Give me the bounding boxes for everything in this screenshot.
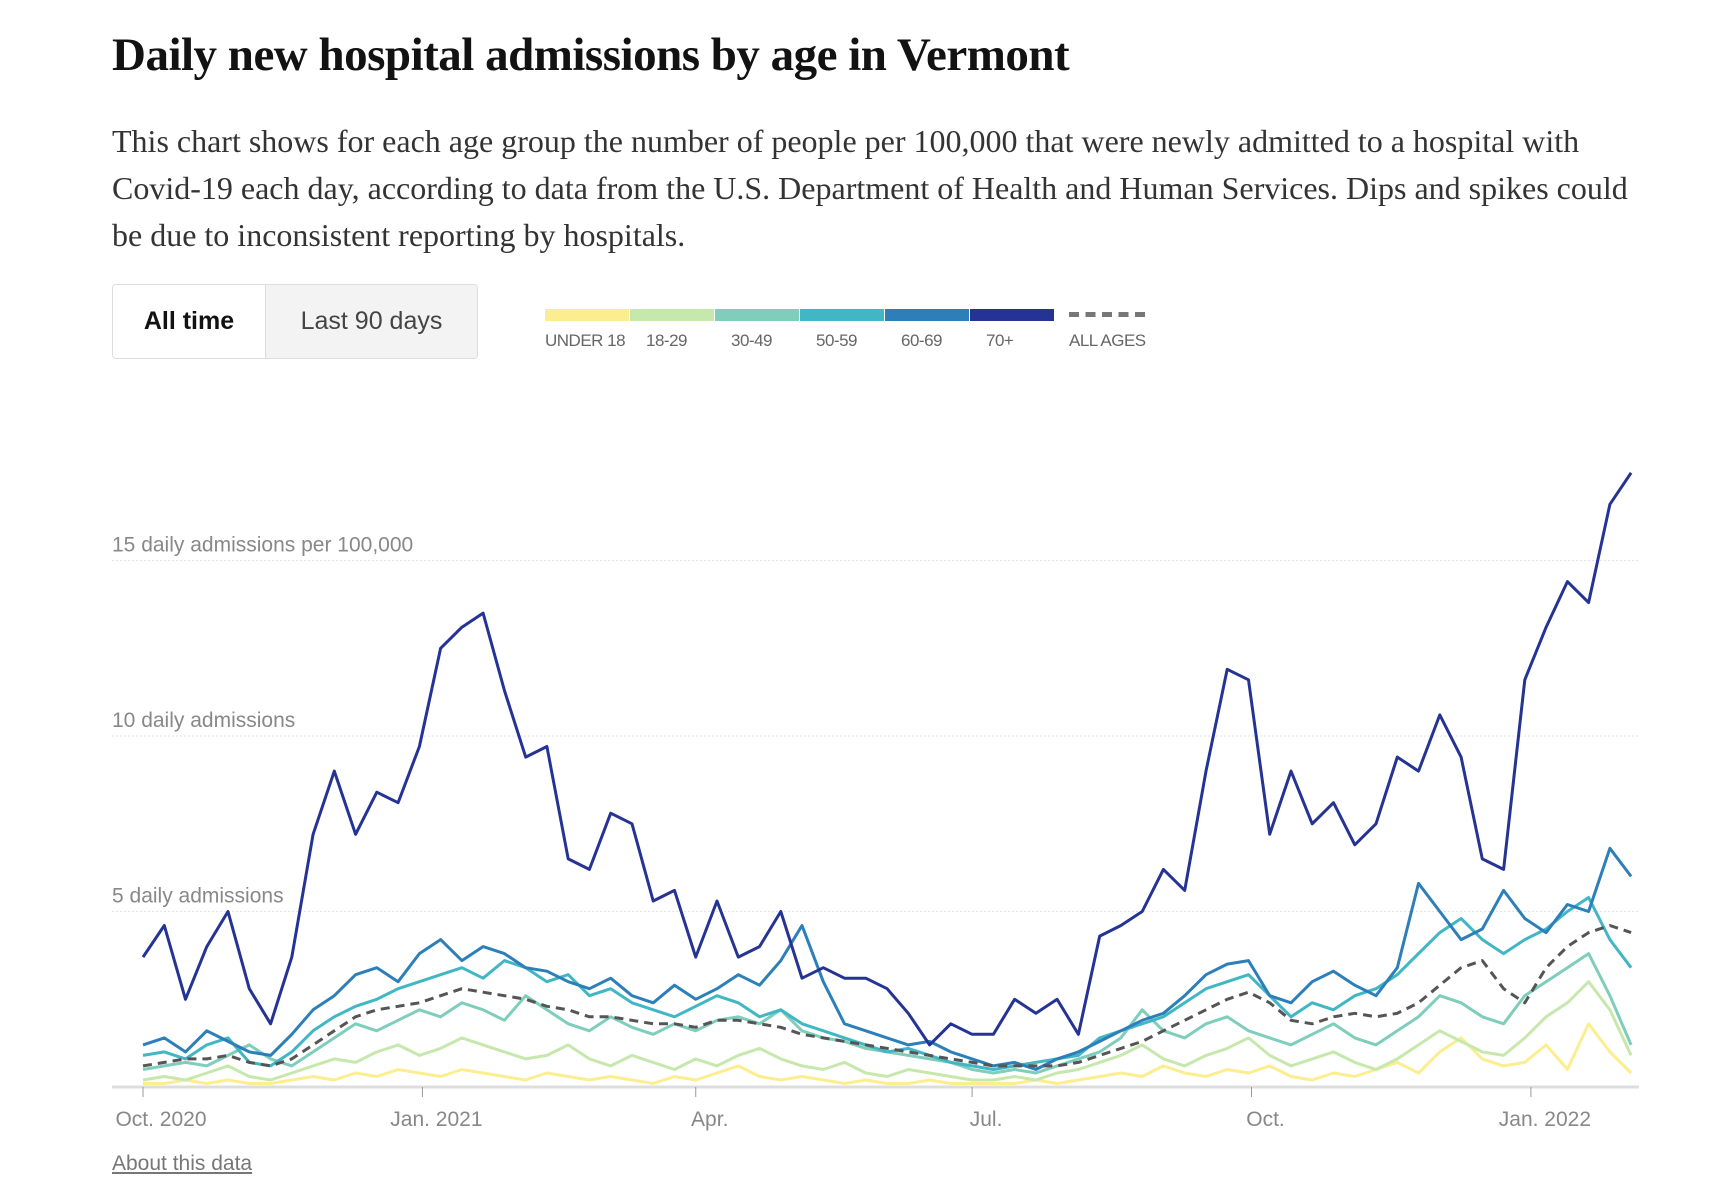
legend-swatch — [970, 309, 1054, 321]
series-line-70- — [141, 471, 1633, 1047]
legend-label: 50-59 — [816, 331, 857, 350]
legend-item-18-29: 18-29 — [630, 309, 714, 351]
legend-swatch — [1069, 312, 1145, 317]
series-line-18-29 — [142, 980, 1633, 1082]
legend-swatch — [885, 309, 969, 321]
legend-swatch — [630, 309, 714, 321]
time-range-toggle: All time Last 90 days — [112, 284, 478, 359]
legend-label: 18-29 — [646, 331, 687, 350]
x-tick-label: Jan. 2021 — [390, 1108, 482, 1131]
legend-item-60-69: 60-69 — [885, 309, 969, 351]
series-line-60-69 — [142, 846, 1633, 1071]
x-tick-label: Oct. 2020 — [115, 1108, 206, 1131]
about-this-data-link[interactable]: About this data — [112, 1152, 253, 1175]
legend-item-50-59: 50-59 — [800, 309, 884, 351]
legend: UNDER 18 18-29 30-49 50-59 60-69 70+ ALL AGES — [545, 309, 1154, 351]
legend-label: 60-69 — [901, 331, 942, 350]
y-tick-label: 10 daily admissions — [112, 709, 295, 732]
legend-item-30-49: 30-49 — [715, 309, 799, 351]
all-time-button[interactable]: All time — [113, 285, 266, 358]
legend-label: 70+ — [986, 331, 1014, 350]
legend-item-70-: 70+ — [970, 309, 1054, 351]
last-90-days-button[interactable]: Last 90 days — [266, 285, 477, 358]
x-tick-label: Apr. — [691, 1108, 728, 1131]
legend-label: 30-49 — [731, 331, 772, 350]
legend-swatch — [800, 309, 884, 321]
legend-label: ALL AGES — [1069, 331, 1146, 350]
chart-description: This chart shows for each age group the … — [112, 123, 1628, 253]
y-tick-label: 5 daily admissions — [112, 885, 284, 908]
legend-item-under-18: UNDER 18 — [545, 309, 629, 351]
series-line-all-ages — [142, 924, 1632, 1068]
chart-title: Daily new hospital admissions by age in … — [112, 29, 1070, 81]
x-tick-label: Oct. — [1246, 1108, 1285, 1131]
legend-swatch — [545, 309, 629, 321]
legend-label: UNDER 18 — [545, 331, 626, 350]
x-tick-label: Jan. 2022 — [1499, 1108, 1591, 1131]
legend-swatch — [715, 309, 799, 321]
x-tick-label: Jul. — [970, 1108, 1003, 1131]
legend-item-all-ages: ALL AGES — [1069, 309, 1153, 351]
y-tick-label: 15 daily admissions per 100,000 — [112, 534, 413, 557]
